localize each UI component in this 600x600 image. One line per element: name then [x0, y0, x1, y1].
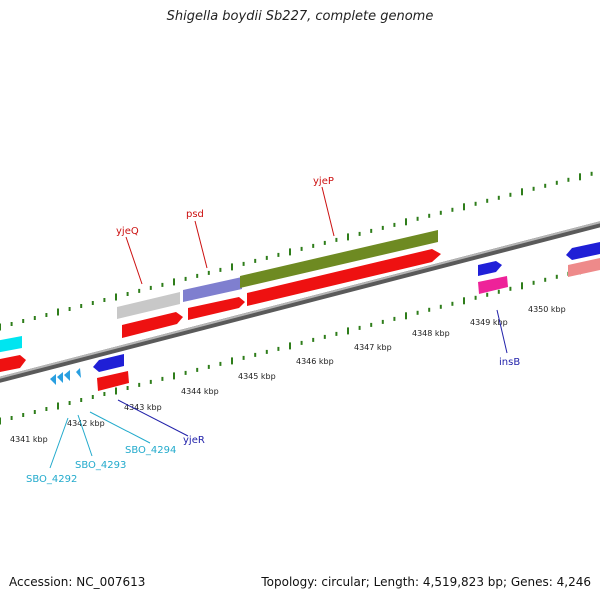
- gene-feature[interactable]: [478, 276, 508, 294]
- gene-feature[interactable]: [93, 354, 124, 372]
- small-feature[interactable]: [57, 372, 63, 383]
- gene-feature[interactable]: [183, 277, 242, 302]
- small-feature[interactable]: [76, 368, 81, 378]
- lower-strand-features: [50, 354, 129, 391]
- upper-strand-features: [0, 230, 600, 353]
- scale-labels: 4341 kbp 4342 kbp 4343 kbp 4344 kbp 4345 kbp…: [10, 305, 566, 444]
- scale-label: 4346 kbp: [296, 357, 334, 366]
- small-feature[interactable]: [64, 370, 70, 381]
- map-title: Shigella boydii Sb227, complete genome: [166, 9, 434, 24]
- cds-feature[interactable]: [97, 371, 129, 391]
- cds-feature[interactable]: [247, 249, 441, 306]
- scale-label: 4342 kbp: [67, 419, 105, 428]
- scale-label: 4348 kbp: [412, 329, 450, 338]
- gene-label-sbo-4292[interactable]: SBO_4292: [26, 474, 77, 485]
- gene-feature[interactable]: [478, 261, 502, 276]
- gene-label-yjep[interactable]: yjeP: [313, 176, 334, 187]
- gene-feature[interactable]: [566, 242, 600, 260]
- upper-strand-cds: [0, 249, 441, 373]
- gene-label-insb[interactable]: insB: [499, 357, 520, 368]
- scale-label: 4345 kbp: [238, 372, 276, 381]
- cds-feature[interactable]: [188, 297, 245, 320]
- gene-label-yjeq[interactable]: yjeQ: [116, 226, 139, 237]
- gene-label-psd[interactable]: psd: [186, 209, 204, 220]
- scale-label: 4349 kbp: [470, 318, 508, 327]
- upper-tick-row: [0, 171, 593, 331]
- genome-stats-text: Topology: circular; Length: 4,519,823 bp…: [261, 575, 591, 589]
- cds-feature[interactable]: [0, 355, 26, 373]
- gene-label-sbo-4293[interactable]: SBO_4293: [75, 460, 126, 471]
- label-leaders: [49, 186, 508, 469]
- gene-label-sbo-4294[interactable]: SBO_4294: [125, 445, 176, 456]
- genome-backbone: [0, 221, 600, 383]
- scale-label: 4341 kbp: [10, 435, 48, 444]
- gene-feature[interactable]: [117, 292, 180, 319]
- cds-feature[interactable]: [122, 312, 183, 338]
- genome-backbone-highlight: [0, 221, 600, 379]
- scale-label: 4350 kbp: [528, 305, 566, 314]
- gene-feature[interactable]: [568, 258, 600, 277]
- gene-label-yjer[interactable]: yjeR: [183, 435, 205, 446]
- scale-label: 4347 kbp: [354, 343, 392, 352]
- gene-feature[interactable]: [0, 336, 22, 353]
- scale-label: 4344 kbp: [181, 387, 219, 396]
- gene-labels: yjeQ psd yjeP insB yjeR SBO_4294 SBO_429…: [26, 176, 520, 485]
- accession-text: Accession: NC_007613: [9, 575, 146, 589]
- gene-feature[interactable]: [240, 230, 438, 288]
- scale-label: 4343 kbp: [124, 403, 162, 412]
- small-feature[interactable]: [50, 374, 56, 385]
